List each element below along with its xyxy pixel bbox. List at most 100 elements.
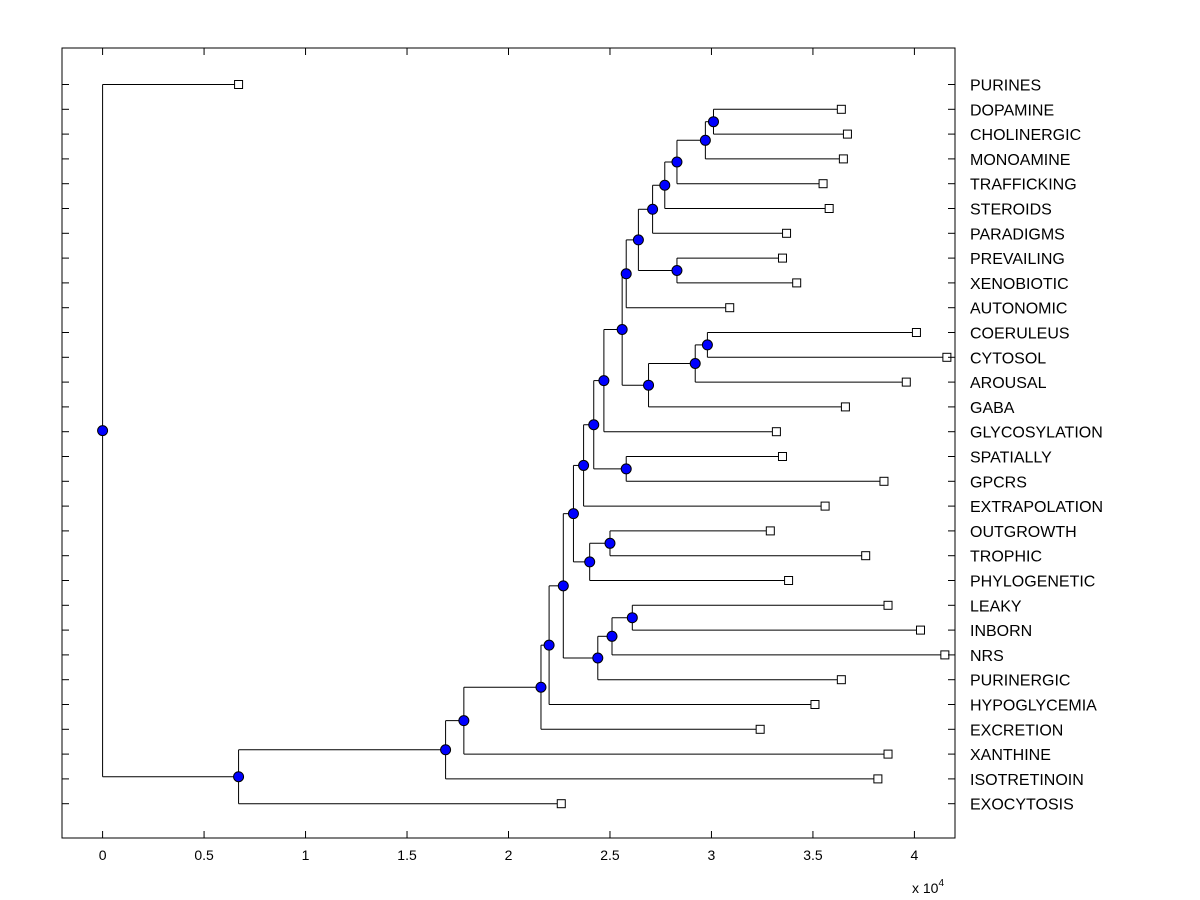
leaf-marker [883,600,893,610]
leaf-marker [818,179,828,189]
x-tick-label: 0 [99,847,107,863]
leaf-marker [234,80,244,89]
leaf-marker [836,675,846,685]
leaf-label: EXCRETION [970,722,1063,739]
x-tick-label: 2.5 [600,847,620,863]
leaf-label: AROUSAL [970,375,1047,392]
x-tick-label: 3.5 [803,847,823,863]
cluster-node [701,339,713,351]
leaf-marker [842,129,852,139]
cluster-node [458,715,470,727]
cluster-node [699,134,711,146]
leaf-label: NRS [970,648,1004,665]
leaf-marker [777,253,787,263]
leaf-label: AUTONOMIC [970,301,1067,318]
leaf-label: ISOTRETINOIN [970,772,1084,789]
leaf-label: PARADIGMS [970,226,1065,243]
cluster-node [643,379,655,391]
leaf-marker [765,526,775,536]
leaf-marker [792,278,802,288]
leaf-label: GLYCOSYLATION [970,425,1103,442]
x-tick-label: 4 [911,847,919,863]
leaf-label: STEROIDS [970,202,1052,219]
cluster-node [707,116,719,128]
leaf-marker [915,625,925,635]
cluster-node [543,639,555,651]
cluster-node [592,652,604,664]
leaf-marker [771,427,781,437]
cluster-node [620,268,632,280]
leaf-marker [873,774,883,784]
node-markers [97,116,719,783]
cluster-node [598,375,610,387]
leaf-marker [824,204,834,213]
leaf-labels: PURINES DOPAMINE CHOLINERGIC MONOAMINE TRAFF… [970,78,1103,814]
cluster-node [620,463,632,475]
leaf-marker [861,551,871,561]
leaf-marker [777,452,787,461]
leaf-label: GPCRS [970,474,1027,491]
x-tick-label: 0.5 [194,847,214,863]
leaf-label: COERULEUS [970,326,1070,343]
leaf-label: EXTRAPOLATION [970,499,1103,516]
leaf-label: HYPOGLYCEMIA [970,698,1097,715]
leaf-marker [911,328,921,337]
leaf-marker [556,799,566,809]
leaf-marker [838,154,848,164]
leaf-marker [836,104,846,114]
cluster-node [567,508,579,520]
cluster-node [689,358,701,369]
x-tick-label: 3 [708,847,716,863]
leaf-label: CHOLINERGIC [970,127,1081,144]
leaf-label: XANTHINE [970,747,1051,764]
cluster-node [557,580,569,592]
leaf-label: PURINERGIC [970,673,1070,690]
cluster-node [233,771,245,783]
cluster-node [647,203,659,215]
leaf-label: EXOCYTOSIS [970,797,1074,814]
leaf-marker [820,501,830,511]
leaf-label: MONOAMINE [970,152,1070,169]
x-tick-label: 1 [302,847,310,863]
leaf-marker [840,402,850,412]
leaf-label: INBORN [970,623,1032,640]
x-tick-label: 1.5 [397,847,417,863]
leaf-marker [901,377,911,387]
leaf-label: TRAFFICKING [970,177,1077,194]
leaf-label: SPATIALLY [970,450,1052,467]
leaf-marker [725,303,735,313]
leaf-label: PREVAILING [970,251,1065,268]
cluster-node [604,537,616,549]
cluster-node [671,265,683,276]
x-multiplier-label: x 104 [912,878,944,896]
leaf-label: LEAKY [970,598,1022,615]
cluster-node [659,179,671,191]
cluster-node [671,156,683,168]
cluster-node [578,459,590,471]
axis-ticks: 0 0.5 1 1.5 2 2.5 3 3.5 4 [62,48,955,863]
leaf-label: PURINES [970,78,1041,95]
leaf-markers [234,80,952,809]
leaf-marker [755,724,765,734]
leaf-label: DOPAMINE [970,102,1054,119]
cluster-node [535,681,547,693]
leaf-marker [810,700,820,709]
x-tick-label: 2 [505,847,513,863]
cluster-node [626,612,638,624]
leaf-label: CYTOSOL [970,350,1046,367]
leaf-marker [784,576,794,585]
cluster-node [97,425,109,437]
leaf-label: XENOBIOTIC [970,276,1069,293]
leaf-marker [782,228,792,238]
leaf-marker [940,650,950,660]
plot-frame [61,47,956,839]
cluster-node [606,630,618,642]
leaf-label: PHYLOGENETIC [970,574,1095,591]
leaf-label: TROPHIC [970,549,1042,566]
cluster-node [632,234,644,246]
cluster-node [588,419,600,431]
leaf-marker [883,749,893,759]
cluster-node [440,744,452,756]
leaf-label: GABA [970,400,1015,417]
